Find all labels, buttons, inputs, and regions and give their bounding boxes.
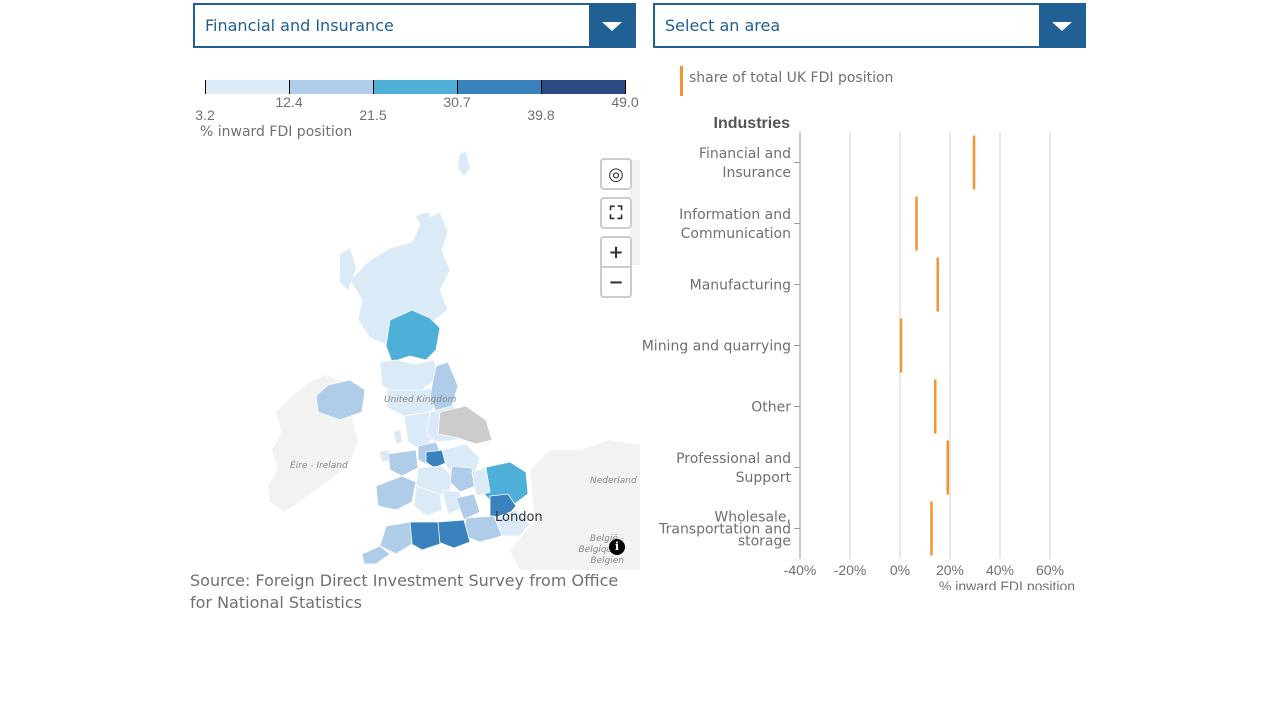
region-shetland[interactable] [458,152,470,176]
region-orkney[interactable] [416,212,432,228]
legend-tick [541,80,542,94]
legend-tick [205,80,206,94]
region-berkshire[interactable] [455,493,481,521]
legend-break-label: 49.0 [611,94,639,110]
y-category-label: Insurance [722,165,791,181]
color-legend: 3.2 12.4 21.5 30.7 39.8 49.0 % inward FDI pos… [193,60,643,150]
key-swatch [680,66,683,96]
x-tick-label: 60% [1036,562,1064,578]
region-south-wales[interactable] [375,475,417,511]
zoom-out-button[interactable]: − [600,266,632,298]
legend-break-label: 3.2 [195,107,215,123]
map-label-city: London [495,510,543,525]
legend-tick [373,80,374,94]
industry-chart: Industries -40% -20% 0% 20% 40% 60%% inward FD… [642,115,1075,590]
region-devon[interactable] [379,521,413,555]
area-select[interactable]: Select an area [653,3,1086,48]
key-label: share of total UK FDI position [689,70,894,86]
chevron-down-icon [602,22,622,31]
legend-break-label: 39.8 [527,107,555,123]
legend-tick [625,80,626,94]
y-category-label: Transportation and [658,522,791,538]
data-mark [946,440,949,495]
area-dropdown-button[interactable] [1039,5,1084,46]
map-label-belgium: België - Belgique - Belgien [578,534,625,566]
legend-swatch [373,80,457,94]
x-tick-label: 20% [936,562,964,578]
legend-swatch [205,80,289,94]
area-select-value: Select an area [665,16,781,35]
zoom-in-button[interactable]: + [600,236,632,268]
info-icon[interactable]: i [609,539,625,555]
map-label-netherlands: Nederland [590,476,637,486]
source-text: Source: Foreign Direct Investment Survey… [190,571,619,612]
region-cornwall[interactable] [361,545,391,565]
y-axis-title: Industries [714,115,791,132]
region-north-wales[interactable] [387,449,419,477]
y-category-label: Communication [681,226,791,242]
region-lincolnshire[interactable] [437,405,493,445]
y-category-label: Wholesale, [714,510,791,526]
y-category-label: Support [736,470,792,486]
x-tick-label: 0% [890,562,910,578]
data-mark [972,135,976,190]
y-category-label: Information and [679,207,791,223]
legend-swatch [289,80,373,94]
region-dorset[interactable] [407,521,441,551]
y-category-label: storage [738,534,791,550]
industry-select-value: Financial and Insurance [205,16,394,35]
region-cambridgeshire[interactable] [471,467,491,497]
legend-break-label: 30.7 [443,94,471,110]
continent-land-north [630,160,640,265]
continent-land [510,440,640,570]
region-skye[interactable] [366,296,380,318]
y-category-label: Mining and quarrying [642,339,791,355]
legend-swatch [457,80,541,94]
data-mark [936,257,939,312]
region-greater-manchester[interactable] [425,449,449,469]
data-mark [930,501,933,556]
region-anglesey[interactable] [380,450,390,462]
data-mark [899,318,903,373]
data-mark [934,379,937,434]
y-category-label: Manufacturing [690,278,791,294]
region-northeast-scotland[interactable] [385,309,441,363]
crosshair-icon: ◎ [608,163,624,185]
y-category-label: Financial and [699,146,791,162]
industry-dropdown-button[interactable] [589,5,634,46]
data-mark [915,196,918,251]
fullscreen-button[interactable]: ⛶ [600,197,632,229]
region-gloucestershire[interactable] [413,485,443,517]
x-tick-label: -20% [834,562,867,578]
map[interactable]: ◎ ⛶ + − Éire - Ireland United Kingdom Ne… [190,150,640,570]
x-axis-label: % inward FDI position [939,578,1075,590]
legend-break-label: 21.5 [359,107,387,123]
region-northern-ireland[interactable] [315,379,366,421]
map-canvas[interactable] [190,150,640,570]
region-birmingham[interactable] [449,465,477,493]
map-label-uk: United Kingdom [384,395,457,405]
industry-select[interactable]: Financial and Insurance [193,3,636,48]
region-western-isles[interactable] [340,248,356,290]
x-tick-label: -40% [784,562,817,578]
y-category-label: Other [751,400,791,416]
expand-icon: ⛶ [609,202,623,224]
y-category-label: Professional and [676,451,791,467]
locate-button[interactable]: ◎ [600,158,632,190]
legend-swatch [541,80,625,94]
legend-title: % inward FDI position [200,124,353,140]
legend-tick [457,80,458,94]
chevron-down-icon [1052,22,1072,31]
x-tick-label: 40% [986,562,1014,578]
region-hampshire[interactable] [437,519,471,549]
map-label-ireland: Éire - Ireland [290,461,348,471]
region-isle-of-man[interactable] [394,430,402,444]
legend-break-label: 12.4 [275,94,303,110]
legend-tick [289,80,290,94]
